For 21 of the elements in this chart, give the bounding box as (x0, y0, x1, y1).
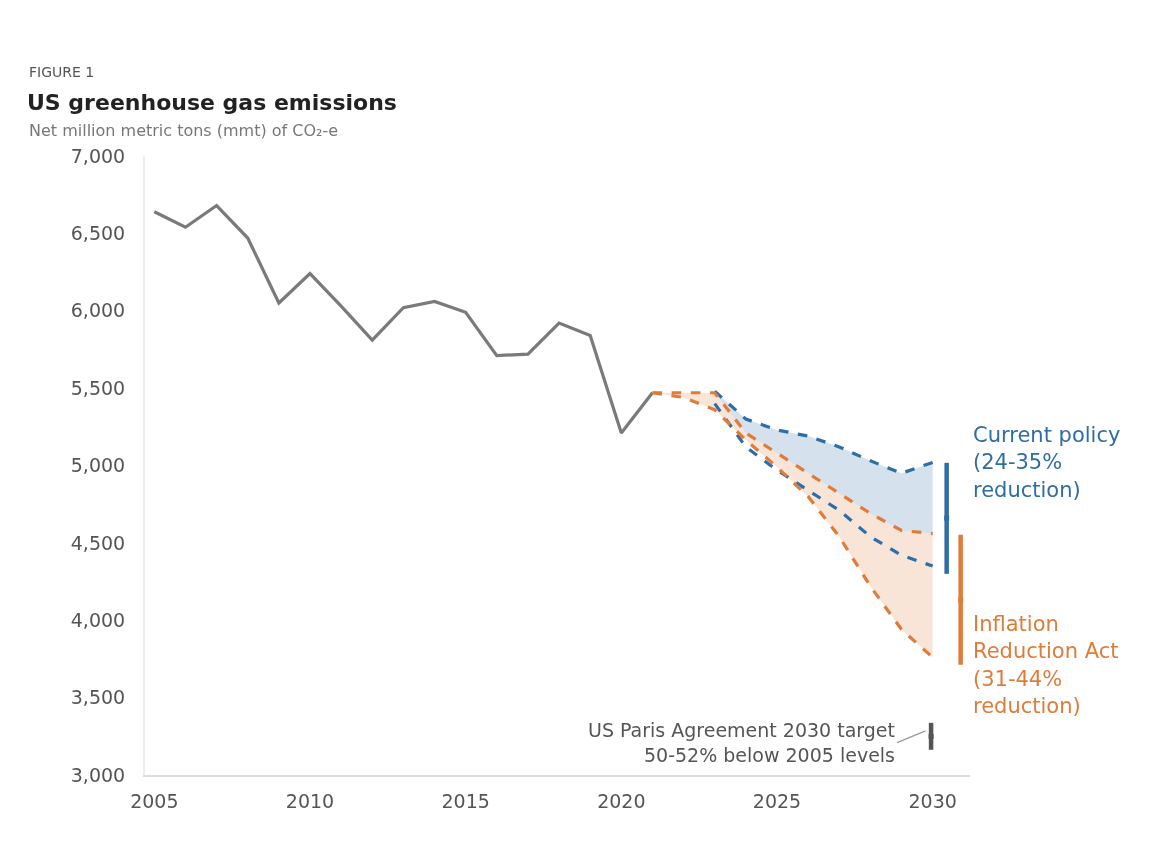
annotation: US Paris Agreement 2030 target 50-52% below 2005 levels (588, 719, 896, 766)
y-tick-label: 3,500 (70, 686, 126, 709)
y-tick-label: 6,500 (70, 222, 126, 245)
y-tick-label: 7,000 (70, 144, 126, 167)
y-tick-label: 4,000 (70, 608, 126, 631)
y-tick-label: 4,500 (70, 531, 126, 554)
chart-title: US greenhouse gas emissions (27, 89, 397, 115)
y-tick-label: 6,000 (70, 299, 126, 322)
x-tick-label: 2010 (285, 789, 335, 812)
caption: FIGURE 1 (29, 64, 95, 80)
y-tick-label: 5,500 (70, 376, 126, 399)
annotation: Current policy (24-35% reduction) (973, 423, 1121, 502)
x-tick-label: 2020 (597, 789, 646, 812)
x-tick-label: 2015 (441, 789, 490, 812)
x-tick-label: 2005 (130, 789, 179, 812)
x-tick-label: 2030 (908, 789, 957, 812)
x-tick-label: 2025 (752, 789, 802, 812)
annotation: Inflation Reduction Act (31-44% reduction) (973, 612, 1119, 718)
y-tick-label: 3,000 (70, 763, 126, 786)
chart-subtitle: Net million metric tons (mmt) of CO₂-e (29, 121, 339, 140)
y-tick-label: 5,000 (70, 454, 126, 477)
